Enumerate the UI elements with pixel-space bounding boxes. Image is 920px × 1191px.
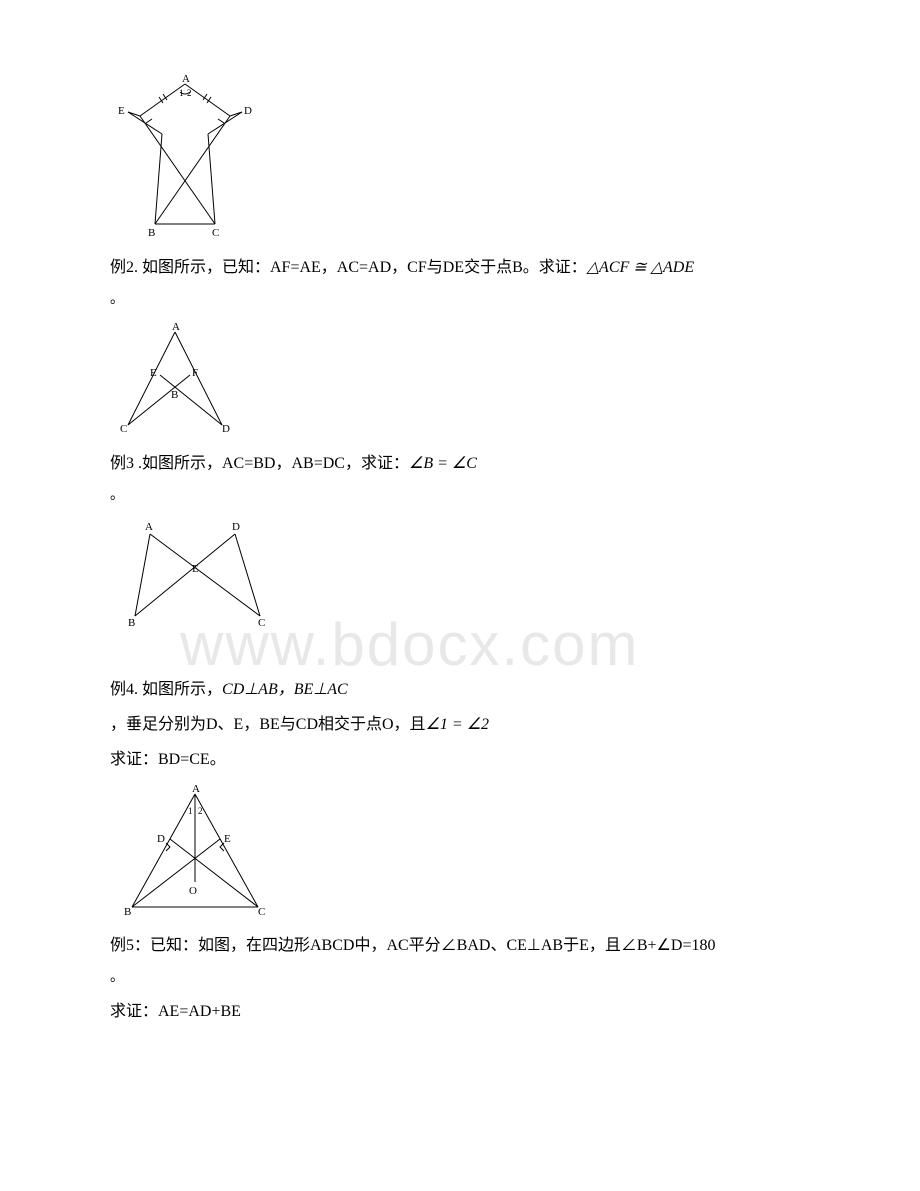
problem-4-line2: ，垂足分别为D、E，BE与CD相交于点O，且∠1 = ∠2 xyxy=(110,707,810,742)
label-e: E xyxy=(118,105,125,117)
label-a: A xyxy=(182,74,190,85)
label-e: E xyxy=(192,563,199,575)
label-c: C xyxy=(120,423,127,435)
problem-5-line2: 求证：AE=AD+BE xyxy=(110,994,810,1029)
label-1: 1 xyxy=(188,806,193,816)
diagram-p4-figure: A D E O B C 1 2 xyxy=(110,782,810,922)
problem-4-line3: 求证：BD=CE。 xyxy=(110,742,810,777)
label-b: B xyxy=(148,227,155,239)
label-a: A xyxy=(145,521,153,533)
diagram-p1-figure: A E D B C 1 2 xyxy=(110,74,810,244)
p4-math2: ∠1 = ∠2 xyxy=(426,716,489,733)
label-2: 2 xyxy=(198,806,203,816)
label-b: B xyxy=(171,389,178,401)
label-d: D xyxy=(222,423,230,435)
label-c: C xyxy=(258,906,265,918)
label-d: D xyxy=(244,105,252,117)
p4-prefix: 例4. 如图所示， xyxy=(110,681,222,698)
label-a: A xyxy=(172,321,180,333)
label-c: C xyxy=(258,617,265,629)
problem-2-text: 例2. 如图所示，已知：AF=AE，AC=AD，CF与DE交于点B。求证：△AC… xyxy=(110,250,810,285)
p3-math: ∠B = ∠C xyxy=(409,455,477,472)
label-c: C xyxy=(212,227,219,239)
p4-math1: CD⊥AB，BE⊥AC xyxy=(222,681,348,698)
label-d: D xyxy=(157,833,165,845)
label-b: B xyxy=(128,617,135,629)
p3-period: 。 xyxy=(110,481,810,512)
p3-prefix: 例3 .如图所示，AC=BD，AB=DC，求证： xyxy=(110,455,409,472)
label-d: D xyxy=(232,521,240,533)
label-e: E xyxy=(224,833,231,845)
label-e: E xyxy=(150,367,157,379)
p2-math: △ACF ≅ △ADE xyxy=(587,259,694,276)
problem-4-line1: 例4. 如图所示，CD⊥AB，BE⊥AC xyxy=(110,672,810,707)
label-b: B xyxy=(124,906,131,918)
svg-text:1: 1 xyxy=(179,88,184,98)
problem-5-line1: 例5：已知：如图，在四边形ABCD中，AC平分∠BAD、CE⊥AB于E，且∠B+… xyxy=(110,928,810,963)
svg-text:2: 2 xyxy=(187,88,192,98)
problem-3-text: 例3 .如图所示，AC=BD，AB=DC，求证：∠B = ∠C xyxy=(110,446,810,481)
p2-prefix: 例2. 如图所示，已知：AF=AE，AC=AD，CF与DE交于点B。求证： xyxy=(110,259,587,276)
p2-period: 。 xyxy=(110,285,810,316)
p4-l2-prefix: ，垂足分别为D、E，BE与CD相交于点O，且 xyxy=(110,716,426,733)
label-a: A xyxy=(192,783,200,795)
diagram-p2-figure: A E F B C D xyxy=(110,320,810,440)
label-f: F xyxy=(192,367,198,379)
diagram-p3-figure: A D E B C xyxy=(110,516,810,636)
label-o: O xyxy=(189,885,197,897)
p5-period: 。 xyxy=(110,963,810,994)
